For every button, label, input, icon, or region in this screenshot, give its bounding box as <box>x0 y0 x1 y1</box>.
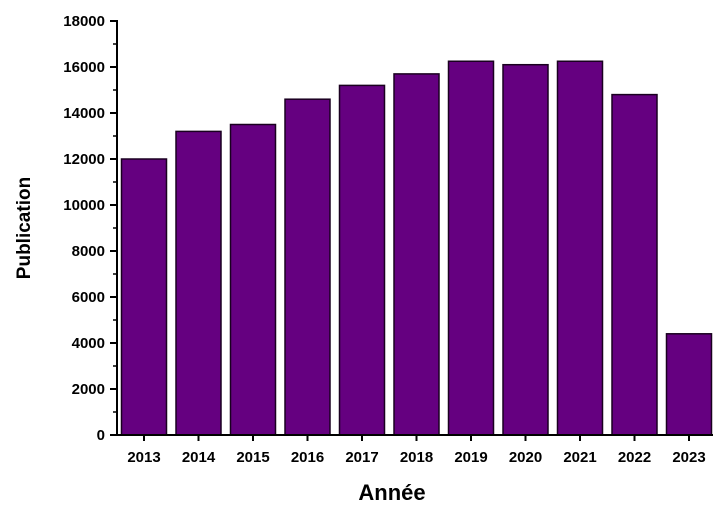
x-tick-label: 2022 <box>618 449 651 466</box>
bars <box>120 60 713 436</box>
x-tick-label: 2015 <box>236 449 269 466</box>
y-tick-label: 14000 <box>63 105 105 122</box>
bar-2014 <box>175 130 222 436</box>
bar-2021 <box>556 60 604 436</box>
bar-2013 <box>120 158 168 436</box>
y-tick-label: 2000 <box>72 381 105 398</box>
x-axis-ticks: 2013 2014 2015 2016 2017 2018 2019 2020 2021 2022… <box>127 435 706 466</box>
x-tick-label: 2021 <box>563 449 596 466</box>
x-tick-label: 2016 <box>291 449 324 466</box>
bar-2020 <box>502 63 549 436</box>
y-tick-label: 10000 <box>63 197 105 214</box>
y-tick-label: 16000 <box>63 59 105 76</box>
x-tick-label: 2019 <box>454 449 487 466</box>
bar-2015 <box>229 123 277 436</box>
y-axis-ticks: 0 2000 4000 6000 8000 10000 12000 14000 16000 180… <box>63 13 117 444</box>
x-tick-label: 2020 <box>509 449 542 466</box>
bar-2016 <box>284 98 331 436</box>
x-tick-label: 2018 <box>400 449 433 466</box>
bar-2023 <box>665 333 713 436</box>
x-axis-title: Année <box>358 480 425 505</box>
bar-2022 <box>611 93 658 436</box>
x-tick-label: 2014 <box>182 449 216 466</box>
y-tick-label: 18000 <box>63 13 105 30</box>
bar-2018 <box>393 73 440 436</box>
x-tick-label: 2017 <box>345 449 378 466</box>
bar-2017 <box>338 84 386 436</box>
y-axis-title: Publication <box>14 177 35 279</box>
bar-2019 <box>447 60 495 436</box>
x-tick-label: 2013 <box>127 449 160 466</box>
x-tick-label: 2023 <box>672 449 705 466</box>
y-tick-label: 4000 <box>72 335 105 352</box>
y-tick-label: 6000 <box>72 289 105 306</box>
y-tick-label: 0 <box>97 427 105 444</box>
y-tick-label: 12000 <box>63 151 105 168</box>
y-tick-label: 8000 <box>72 243 105 260</box>
